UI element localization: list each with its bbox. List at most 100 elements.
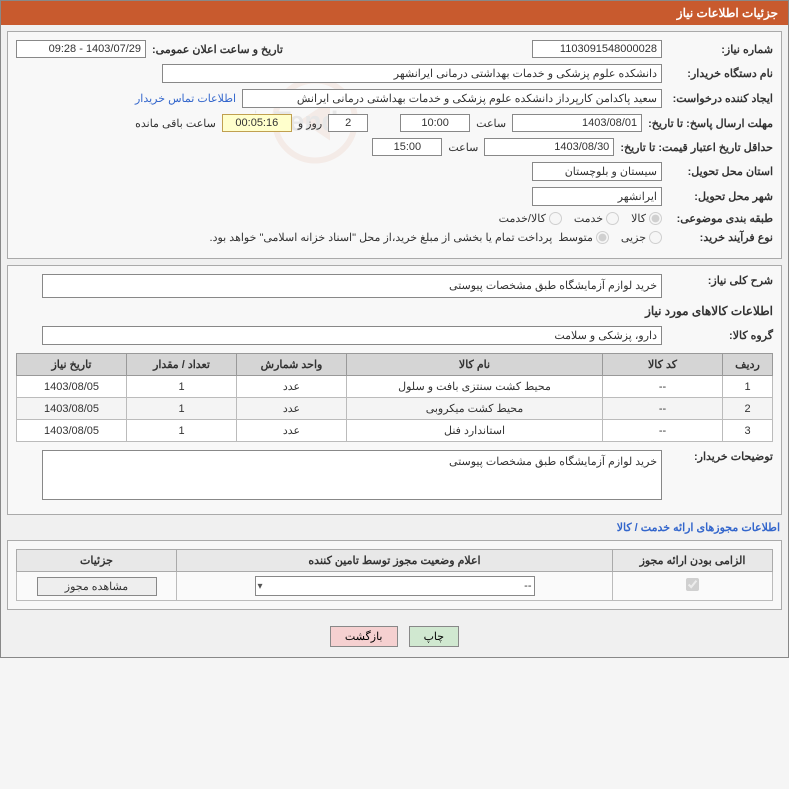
- requester-field: سعید پاکدامن کارپرداز دانشکده علوم پزشکی…: [242, 89, 662, 108]
- table-cell: 1: [127, 420, 237, 442]
- need-number-label: شماره نیاز:: [668, 43, 773, 56]
- radio-service[interactable]: خدمت: [574, 212, 619, 225]
- table-cell: 1403/08/05: [17, 420, 127, 442]
- buyer-field: دانشکده علوم پزشکی و خدمات بهداشتی درمان…: [162, 64, 662, 83]
- permits-section: الزامی بودن ارائه مجوز اعلام وضعیت مجوز …: [7, 540, 782, 610]
- table-cell: 1: [127, 398, 237, 420]
- table-cell: --: [603, 376, 723, 398]
- details-section: شرح کلی نیاز: خرید لوازم آزمایشگاه طبق م…: [7, 265, 782, 515]
- announce-label: تاریخ و ساعت اعلان عمومی:: [152, 43, 283, 56]
- row-city: شهر محل تحویل: ایرانشهر: [16, 187, 773, 206]
- panel-title: جزئیات اطلاعات نیاز: [1, 1, 788, 25]
- col-qty: تعداد / مقدار: [127, 354, 237, 376]
- view-permit-button[interactable]: مشاهده مجوز: [37, 577, 157, 596]
- table-cell: عدد: [237, 420, 347, 442]
- col-code: کد کالا: [603, 354, 723, 376]
- table-cell: استاندارد فنل: [347, 420, 603, 442]
- goods-table: ردیف کد کالا نام کالا واحد شمارش تعداد /…: [16, 353, 773, 442]
- time-label-1: ساعت: [476, 117, 506, 130]
- deadline-date-field: 1403/08/01: [512, 114, 642, 132]
- city-label: شهر محل تحویل:: [668, 190, 773, 203]
- permits-section-label: اطلاعات مجوزهای ارائه خدمت / کالا: [9, 521, 780, 534]
- table-cell: 1: [127, 376, 237, 398]
- table-cell: --: [603, 420, 723, 442]
- goods-info-title: اطلاعات کالاهای مورد نیاز: [16, 304, 773, 318]
- validity-label: حداقل تاریخ اعتبار قیمت: تا تاریخ:: [620, 141, 773, 154]
- table-cell: --: [603, 398, 723, 420]
- table-cell: عدد: [237, 376, 347, 398]
- buyer-notes-text: خرید لوازم آزمایشگاه طبق مشخصات پیوستی: [42, 450, 662, 500]
- radio-both-label: کالا/خدمت: [499, 212, 546, 225]
- deadline-time-field: 10:00: [400, 114, 470, 132]
- row-process: نوع فرآیند خرید: جزیی متوسط پرداخت تمام …: [16, 231, 773, 244]
- dropdown-value: --: [524, 580, 531, 592]
- contact-link[interactable]: اطلاعات تماس خریدار: [135, 92, 236, 105]
- remaining-label: ساعت باقی مانده: [135, 117, 216, 130]
- print-button[interactable]: چاپ: [409, 626, 460, 647]
- row-requester: ایجاد کننده درخواست: سعید پاکدامن کارپرد…: [16, 89, 773, 108]
- radio-partial-label: جزیی: [621, 231, 646, 244]
- row-province: استان محل تحویل: سیستان و بلوچستان: [16, 162, 773, 181]
- process-note: پرداخت تمام یا بخشی از مبلغ خرید،از محل …: [210, 231, 553, 244]
- info-section: AriaTender شماره نیاز: 1103091548000028 …: [7, 31, 782, 259]
- province-field: سیستان و بلوچستان: [532, 162, 662, 181]
- validity-time-field: 15:00: [372, 138, 442, 156]
- need-number-field: 1103091548000028: [532, 40, 662, 58]
- permit-col-details: جزئیات: [17, 550, 177, 572]
- permit-col-required: الزامی بودن ارائه مجوز: [613, 550, 773, 572]
- table-cell: 2: [723, 398, 773, 420]
- row-category: طبقه بندی موضوعی: کالا خدمت کالا/خدمت: [16, 212, 773, 225]
- table-row: 1--محیط کشت سنتزی بافت و سلولعدد11403/08…: [17, 376, 773, 398]
- table-row: 3--استاندارد فنلعدد11403/08/05: [17, 420, 773, 442]
- city-field: ایرانشهر: [532, 187, 662, 206]
- buyer-notes-label: توضیحات خریدار:: [668, 450, 773, 463]
- row-need-number: شماره نیاز: 1103091548000028 تاریخ و ساع…: [16, 40, 773, 58]
- table-cell: 1403/08/05: [17, 376, 127, 398]
- buyer-label: نام دستگاه خریدار:: [668, 67, 773, 80]
- back-button[interactable]: بازگشت: [330, 626, 398, 647]
- days-field: 2: [328, 114, 368, 132]
- radio-service-label: خدمت: [574, 212, 603, 225]
- row-buyer: نام دستگاه خریدار: دانشکده علوم پزشکی و …: [16, 64, 773, 83]
- table-cell: محیط کشت میکروبی: [347, 398, 603, 420]
- chevron-down-icon: ▾: [258, 581, 263, 592]
- radio-medium[interactable]: متوسط: [558, 231, 609, 244]
- province-label: استان محل تحویل:: [668, 165, 773, 178]
- summary-text: خرید لوازم آزمایشگاه طبق مشخصات پیوستی: [42, 274, 662, 298]
- radio-goods[interactable]: کالا: [631, 212, 662, 225]
- counter-field: 00:05:16: [222, 114, 292, 132]
- time-label-2: ساعت: [448, 141, 478, 154]
- permit-required-checkbox: [686, 578, 699, 591]
- table-row: 2--محیط کشت میکروبیعدد11403/08/05: [17, 398, 773, 420]
- category-label: طبقه بندی موضوعی:: [668, 212, 773, 225]
- group-field: دارو، پزشکی و سلامت: [42, 326, 662, 345]
- col-name: نام کالا: [347, 354, 603, 376]
- radio-goods-label: کالا: [631, 212, 646, 225]
- radio-medium-label: متوسط: [558, 231, 593, 244]
- main-panel: جزئیات اطلاعات نیاز AriaTender شماره نیا…: [0, 0, 789, 658]
- col-unit: واحد شمارش: [237, 354, 347, 376]
- validity-date-field: 1403/08/30: [484, 138, 614, 156]
- table-cell: محیط کشت سنتزی بافت و سلول: [347, 376, 603, 398]
- table-cell: عدد: [237, 398, 347, 420]
- group-label: گروه کالا:: [668, 329, 773, 342]
- col-row: ردیف: [723, 354, 773, 376]
- summary-label: شرح کلی نیاز:: [668, 274, 773, 287]
- footer-buttons: چاپ بازگشت: [1, 616, 788, 657]
- process-label: نوع فرآیند خرید:: [668, 231, 773, 244]
- radio-both[interactable]: کالا/خدمت: [499, 212, 562, 225]
- row-deadline: مهلت ارسال پاسخ: تا تاریخ: 1403/08/01 سا…: [16, 114, 773, 132]
- deadline-label: مهلت ارسال پاسخ: تا تاریخ:: [648, 117, 773, 130]
- permit-status-dropdown[interactable]: -- ▾: [255, 576, 535, 596]
- table-cell: 3: [723, 420, 773, 442]
- table-cell: 1: [723, 376, 773, 398]
- permits-table: الزامی بودن ارائه مجوز اعلام وضعیت مجوز …: [16, 549, 773, 601]
- radio-partial[interactable]: جزیی: [621, 231, 662, 244]
- permit-col-status: اعلام وضعیت مجوز توسط تامین کننده: [177, 550, 613, 572]
- row-validity: حداقل تاریخ اعتبار قیمت: تا تاریخ: 1403/…: [16, 138, 773, 156]
- table-cell: 1403/08/05: [17, 398, 127, 420]
- col-date: تاریخ نیاز: [17, 354, 127, 376]
- requester-label: ایجاد کننده درخواست:: [668, 92, 773, 105]
- days-label: روز و: [298, 117, 322, 130]
- announce-field: 1403/07/29 - 09:28: [16, 40, 146, 58]
